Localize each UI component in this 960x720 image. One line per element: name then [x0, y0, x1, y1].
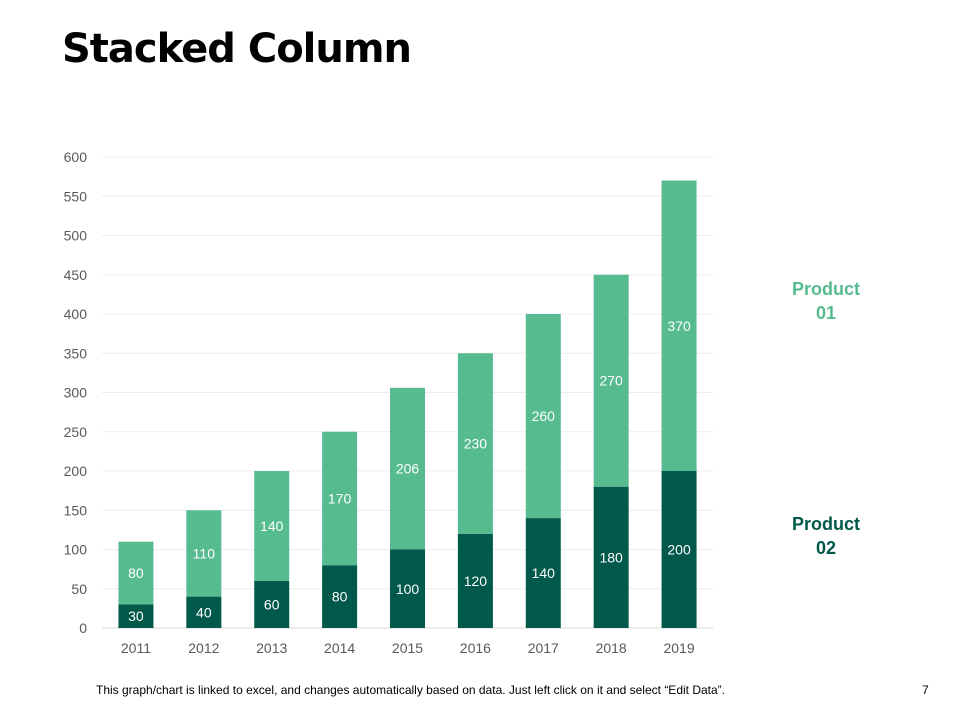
- bar-product-01: [254, 471, 290, 581]
- y-axis: 0 50 100 150 200 250 300 350 400 450 500 550 600: [64, 149, 88, 636]
- bar-product-02: [661, 471, 697, 628]
- footer-note: This graph/chart is linked to excel, and…: [96, 683, 725, 697]
- x-tick-label: 2017: [528, 640, 559, 656]
- y-tick-label: 450: [64, 267, 88, 283]
- bar-product-02: [118, 604, 154, 628]
- bar-product-01: [118, 541, 154, 605]
- bar-product-02: [390, 549, 425, 628]
- bar-product-02: [186, 596, 222, 628]
- x-tick-label: 2015: [392, 640, 423, 656]
- bar-product-01: [661, 180, 697, 472]
- y-tick-label: 500: [64, 228, 88, 244]
- bar-product-02: [457, 533, 493, 628]
- y-tick-label: 150: [64, 502, 88, 518]
- data-label: 80: [128, 565, 144, 581]
- legend-product-01: Product 01: [766, 277, 886, 325]
- data-label: 40: [196, 604, 212, 620]
- data-label: 100: [396, 581, 420, 597]
- data-label: 260: [532, 408, 556, 424]
- y-tick-label: 550: [64, 188, 88, 204]
- bar-product-02: [525, 518, 561, 628]
- x-tick-label: 2018: [596, 640, 627, 656]
- bar-product-01: [525, 314, 561, 519]
- legend-product-02-line2: 02: [815, 538, 837, 558]
- legend-product-01-line1: Product: [791, 279, 860, 299]
- x-axis: 2011 2012 2013 2014 2015 2016 2017 2018 2019: [121, 640, 695, 656]
- data-label: 140: [532, 565, 556, 581]
- y-tick-label: 350: [64, 345, 88, 361]
- x-tick-label: 2016: [460, 640, 491, 656]
- y-tick-label: 200: [64, 463, 88, 479]
- data-label: 120: [464, 573, 488, 589]
- data-label: 370: [667, 318, 691, 334]
- data-label: 270: [599, 373, 623, 389]
- data-label: 206: [396, 461, 420, 477]
- y-tick-label: 250: [64, 424, 88, 440]
- legend-product-02-line1: Product: [791, 514, 860, 534]
- x-tick-label: 2019: [663, 640, 694, 656]
- data-label: 230: [464, 436, 488, 452]
- y-tick-label: 300: [64, 385, 88, 401]
- bar-product-01: [390, 387, 425, 550]
- data-label: 180: [599, 549, 623, 565]
- data-label: 140: [260, 518, 284, 534]
- bar-product-01: [457, 353, 493, 534]
- y-tick-label: 100: [64, 542, 88, 558]
- bar-product-02: [593, 486, 629, 628]
- y-tick-label: 0: [79, 620, 87, 636]
- slide-title: Stacked Column: [62, 26, 412, 72]
- data-label: 110: [193, 545, 216, 561]
- page-number: 7: [922, 683, 929, 697]
- bar-product-02: [322, 565, 358, 628]
- bar-product-02: [254, 580, 290, 628]
- data-label: 200: [667, 542, 691, 558]
- legend-product-02: Product 02: [766, 512, 886, 560]
- x-tick-label: 2012: [188, 640, 219, 656]
- data-label: 30: [128, 608, 144, 624]
- legend-product-01-line2: 01: [815, 303, 837, 323]
- data-label: 80: [332, 589, 348, 605]
- bar-product-01: [186, 510, 222, 597]
- y-tick-label: 400: [64, 306, 88, 322]
- x-tick-label: 2011: [121, 640, 151, 656]
- bar-product-01: [593, 274, 629, 487]
- bar-product-01: [322, 431, 358, 566]
- bars: 30 80 40 110 60 140 80 170 100 206 120 230 140 260 180…: [118, 180, 697, 628]
- x-tick-label: 2013: [256, 640, 287, 656]
- data-label: 60: [264, 596, 280, 612]
- y-tick-label: 600: [64, 149, 88, 165]
- x-tick-label: 2014: [324, 640, 355, 656]
- data-label: 170: [328, 490, 352, 506]
- y-tick-label: 50: [71, 581, 87, 597]
